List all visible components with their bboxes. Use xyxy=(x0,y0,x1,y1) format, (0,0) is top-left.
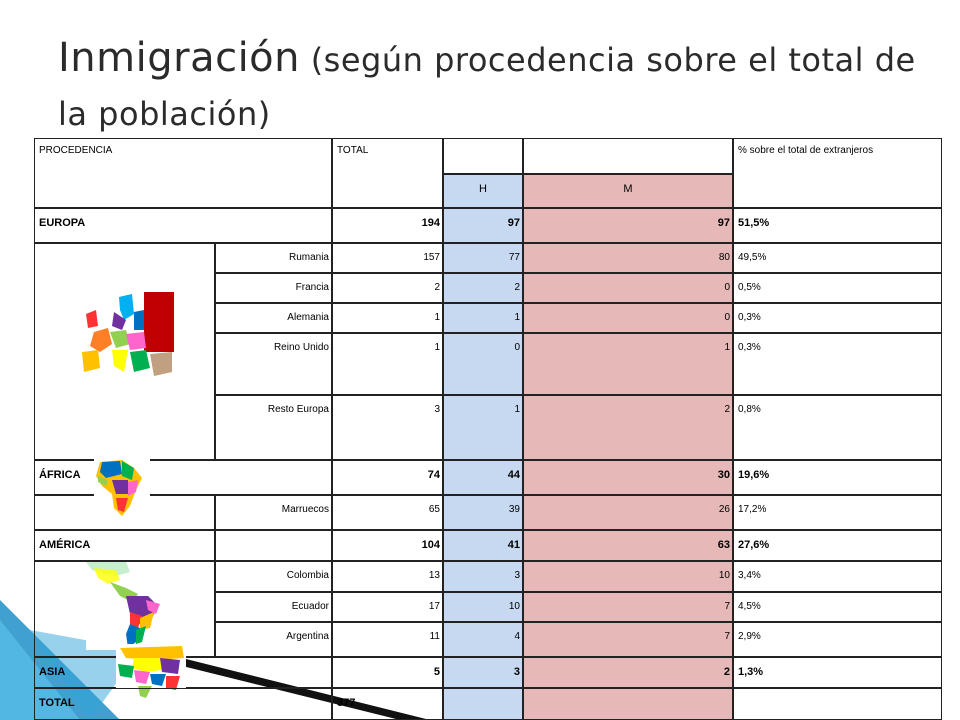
row-resto-europa-m: 2 xyxy=(523,395,733,460)
row-rumania-m: 80 xyxy=(523,243,733,273)
header-blank-h xyxy=(443,138,523,174)
row-marruecos-pct: 17,2% xyxy=(733,495,942,530)
row-colombia-h: 3 xyxy=(443,561,523,592)
asia-map-icon xyxy=(116,644,186,700)
row-marruecos-h: 39 xyxy=(443,495,523,530)
row-rumania-h: 77 xyxy=(443,243,523,273)
decorative-corner-graphic xyxy=(0,600,430,720)
row-marruecos-label: Marruecos xyxy=(215,495,332,530)
row-africa-label: ÁFRICA xyxy=(34,460,332,495)
row-francia-h: 2 xyxy=(443,273,523,303)
row-resto-europa-total: 3 xyxy=(332,395,443,460)
row-colombia-m: 10 xyxy=(523,561,733,592)
row-colombia-pct: 3,4% xyxy=(733,561,942,592)
row-total-label: TOTAL xyxy=(34,688,332,720)
row-argentina-total: 11 xyxy=(332,622,443,657)
row-europa-h: 97 xyxy=(443,208,523,243)
row-rumania-total: 157 xyxy=(332,243,443,273)
header-m: M xyxy=(523,174,733,208)
row-reino-unido-pct: 0,3% xyxy=(733,333,942,395)
row-total-h xyxy=(443,688,523,720)
row-ecuador-m: 7 xyxy=(523,592,733,622)
africa-map-icon xyxy=(94,458,150,518)
row-asia-total: 5 xyxy=(332,657,443,688)
row-europa-m: 97 xyxy=(523,208,733,243)
row-america-pct: 27,6% xyxy=(733,530,942,561)
row-reino-unido-h: 0 xyxy=(443,333,523,395)
header-blank-m xyxy=(523,138,733,174)
row-alemania-m: 0 xyxy=(523,303,733,333)
row-francia-total: 2 xyxy=(332,273,443,303)
europe-map-icon xyxy=(74,292,174,384)
row-argentina-label: Argentina xyxy=(215,622,332,657)
row-francia-label: Francia xyxy=(215,273,332,303)
row-america-label: AMÉRICA xyxy=(34,530,215,561)
row-america-m: 63 xyxy=(523,530,733,561)
row-argentina-h: 4 xyxy=(443,622,523,657)
row-alemania-pct: 0,3% xyxy=(733,303,942,333)
row-alemania-h: 1 xyxy=(443,303,523,333)
row-africa-pct: 19,6% xyxy=(733,460,942,495)
row-ecuador-h: 10 xyxy=(443,592,523,622)
row-asia-m: 2 xyxy=(523,657,733,688)
row-ecuador-total: 17 xyxy=(332,592,443,622)
row-marruecos-m: 26 xyxy=(523,495,733,530)
row-francia-pct: 0,5% xyxy=(733,273,942,303)
row-ecuador-label: Ecuador xyxy=(215,592,332,622)
row-reino-unido-m: 1 xyxy=(523,333,733,395)
row-europa-pct: 51,5% xyxy=(733,208,942,243)
row-europa-label: EUROPA xyxy=(34,208,332,243)
row-alemania-label: Alemania xyxy=(215,303,332,333)
row-argentina-pct: 2,9% xyxy=(733,622,942,657)
row-alemania-total: 1 xyxy=(332,303,443,333)
row-america-total: 104 xyxy=(332,530,443,561)
row-africa-m: 30 xyxy=(523,460,733,495)
row-resto-europa-h: 1 xyxy=(443,395,523,460)
header-procedencia: PROCEDENCIA xyxy=(34,138,332,208)
row-total-total: 377 xyxy=(332,688,443,720)
slide-title-main: Inmigración xyxy=(58,35,301,81)
row-america-h: 41 xyxy=(443,530,523,561)
row-colombia-total: 13 xyxy=(332,561,443,592)
row-ecuador-pct: 4,5% xyxy=(733,592,942,622)
row-argentina-m: 7 xyxy=(523,622,733,657)
row-resto-europa-label: Resto Europa xyxy=(215,395,332,460)
row-europa-total: 194 xyxy=(332,208,443,243)
header-h: H xyxy=(443,174,523,208)
row-total-m xyxy=(523,688,733,720)
row-total-pct xyxy=(733,688,942,720)
row-asia-h: 3 xyxy=(443,657,523,688)
row-asia-pct: 1,3% xyxy=(733,657,942,688)
immigration-table: PROCEDENCIA TOTAL % sobre el total de ex… xyxy=(34,138,942,720)
slide-title: Inmigración (según procedencia sobre el … xyxy=(58,34,938,144)
americas-map-icon xyxy=(86,562,178,650)
row-america-blank xyxy=(215,530,332,561)
row-reino-unido-label: Reino Unido xyxy=(215,333,332,395)
row-colombia-label: Colombia xyxy=(215,561,332,592)
row-rumania-label: Rumania xyxy=(215,243,332,273)
row-reino-unido-total: 1 xyxy=(332,333,443,395)
row-marruecos-total: 65 xyxy=(332,495,443,530)
row-francia-m: 0 xyxy=(523,273,733,303)
row-rumania-pct: 49,5% xyxy=(733,243,942,273)
row-resto-europa-pct: 0,8% xyxy=(733,395,942,460)
header-pct: % sobre el total de extranjeros xyxy=(733,138,942,208)
row-africa-h: 44 xyxy=(443,460,523,495)
slide-title-sub: (según procedencia sobre el total de la … xyxy=(58,41,916,133)
row-africa-total: 74 xyxy=(332,460,443,495)
header-total: TOTAL xyxy=(332,138,443,208)
